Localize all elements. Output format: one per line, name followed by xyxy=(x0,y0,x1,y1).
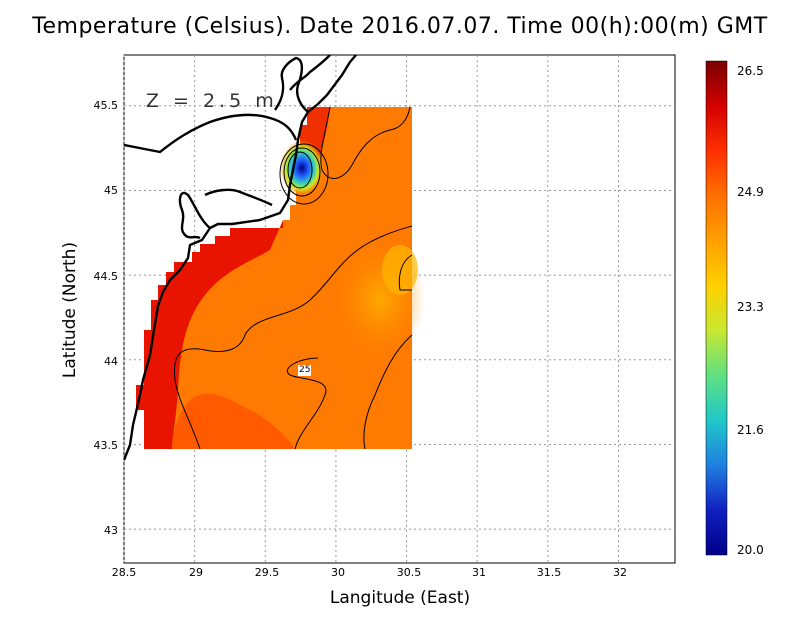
contour-lines xyxy=(173,106,413,450)
contour-east xyxy=(398,254,413,291)
y-tick-label: 44.5 xyxy=(93,270,119,283)
x-tick-label: 30 xyxy=(331,566,345,579)
colorbar-label: 26.5 xyxy=(737,64,764,78)
field-mid-south xyxy=(172,393,295,449)
contour-cold-2 xyxy=(283,147,321,197)
x-tick-label: 32 xyxy=(613,566,627,579)
contour-value-label: 25 xyxy=(298,365,312,376)
map-title: Temperature (Celsius). Date 2016.07.07. … xyxy=(32,14,768,39)
y-tick-label: 44 xyxy=(104,355,118,368)
depth-label: Z = 2.5 m xyxy=(146,90,278,112)
colorbar xyxy=(705,60,728,556)
colorbar-label: 24.9 xyxy=(737,185,764,199)
x-tick-label: 31.5 xyxy=(536,566,562,579)
coastline-peninsula xyxy=(274,56,309,113)
y-tick-label: 45 xyxy=(104,184,118,197)
x-axis-label: Langitude (East) xyxy=(329,588,471,608)
y-axis-label: Latitude (North) xyxy=(60,241,80,379)
colorbar-label: 20.0 xyxy=(737,543,764,557)
y-tick-label: 43.5 xyxy=(93,439,119,452)
coastline xyxy=(124,55,357,461)
x-tick-label: 29.5 xyxy=(254,566,280,579)
y-tick-label: 43 xyxy=(104,524,118,537)
contour-cold-3 xyxy=(279,143,329,205)
contour-north xyxy=(320,106,411,179)
contour-southeast xyxy=(363,334,413,450)
contour-cold-1 xyxy=(287,151,313,189)
contour-25-main xyxy=(173,225,413,450)
colorbar-label: 23.3 xyxy=(737,300,764,314)
coastline-delta xyxy=(178,191,211,240)
colorbar-label: 21.6 xyxy=(737,423,764,437)
coastline-lagoon xyxy=(204,188,273,207)
x-tick-label: 29 xyxy=(189,566,203,579)
coastline-main xyxy=(124,55,357,461)
coastline-north xyxy=(289,55,331,91)
coastline-bay xyxy=(124,113,298,154)
x-tick-label: 30.5 xyxy=(396,566,422,579)
field-base xyxy=(136,107,412,449)
contour-25-south xyxy=(287,357,327,450)
y-tick-label: 45.5 xyxy=(93,99,119,112)
x-tick-label: 31 xyxy=(472,566,486,579)
x-tick-label: 28.5 xyxy=(111,566,137,579)
